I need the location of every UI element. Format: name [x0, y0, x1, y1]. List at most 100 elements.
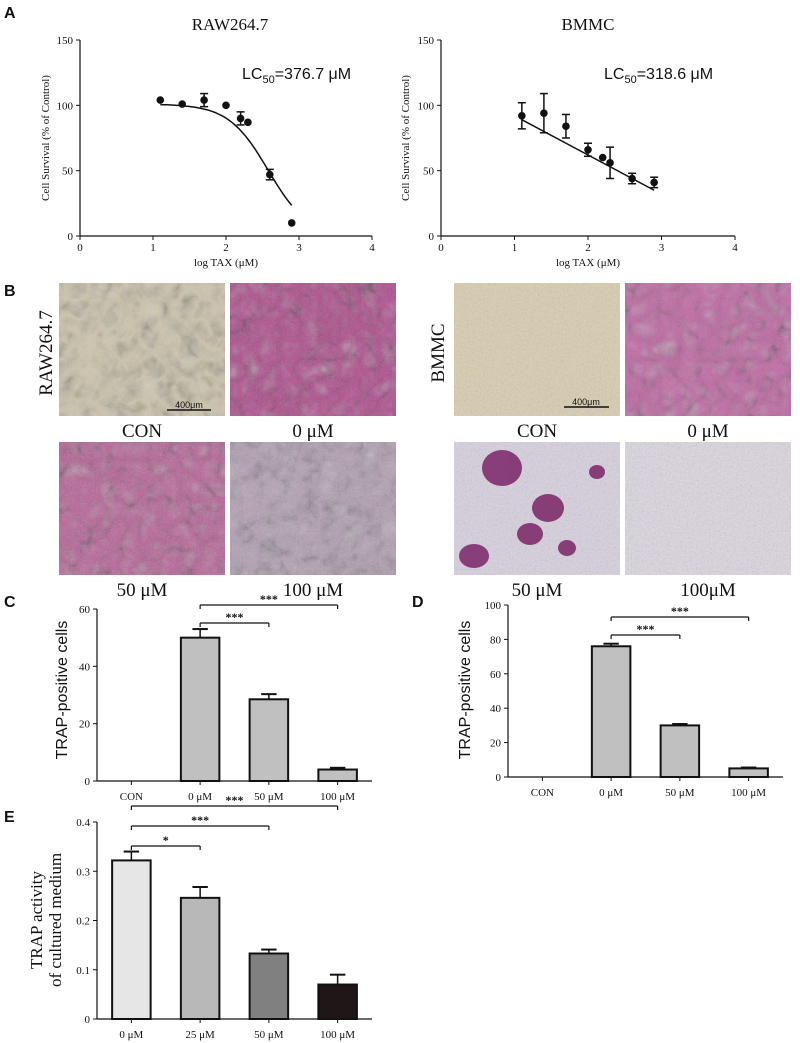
micrograph-left-con-grain — [59, 283, 225, 416]
chart-a-right-x-tick-label: 4 — [732, 242, 738, 254]
chart-a-right-marks — [517, 92, 659, 191]
chart-a-left-ticks: 0 1 2 3 4 0 50 100 150 — [57, 35, 376, 254]
chart-d-bar — [728, 767, 769, 779]
micrograph-left-50um-grain — [59, 442, 225, 575]
micrograph-left-caption-0um: 0 μM — [292, 421, 333, 442]
chart-a-left-y-tick-label: 0 — [68, 231, 74, 243]
panel-d-chart: TRAP-positive cells 0 20 40 60 80 100 CON 0 μM 5… — [457, 600, 783, 799]
panel-a-left-chart: RAW264.7 LC50=376.7 μM Cell Survival (% … — [40, 15, 375, 269]
chart-d-x-tick-label: 100 μM — [731, 787, 766, 799]
chart-d-x-tick-label: 0 μM — [599, 787, 623, 799]
chart-a-left-data-point — [200, 96, 208, 104]
chart-a-left-data-point — [236, 114, 245, 123]
micrograph-left-side-label: RAW264.7 — [36, 310, 57, 396]
chart-e-marks: 00.10.20.30.40 μM 25 μM 50 μM 100 μM******* — [76, 793, 358, 1041]
chart-a-right-data-point — [628, 174, 636, 183]
chart-c-y-tick-label: 60 — [79, 604, 91, 616]
chart-c-y-tick-label: 40 — [79, 661, 91, 673]
chart-a-left-data-point — [266, 170, 274, 179]
panel-letter-e: E — [4, 809, 15, 826]
panel-c-chart: TRAP-positive cells 0 20 40 60 CON 0 μM 50 μM 1… — [54, 592, 372, 803]
chart-a-right-data-point — [598, 153, 607, 162]
chart-d-ylabel: TRAP-positive cells — [457, 621, 474, 760]
micrograph-right-caption-con: CON — [517, 421, 557, 442]
chart-e-sig-label: *** — [191, 813, 209, 827]
chart-d-y-tick-label: 40 — [490, 703, 502, 715]
chart-d-sig-label: *** — [671, 604, 689, 618]
panel-e-chart: TRAP activity of cultured medium 0 0.1 0.2… — [27, 793, 372, 1041]
chart-c-marks: 0 20 40 60 CON 0 μM 50 μM 100 μM *** *** — [79, 592, 358, 803]
chart-a-right-data-point — [518, 111, 526, 120]
chart-c-y-tick-label: 20 — [79, 719, 91, 731]
micrograph-left-100um-grain — [230, 442, 396, 575]
chart-d-x-tick-label: CON — [531, 787, 554, 799]
chart-c-x-tick-label: 100 μM — [320, 791, 355, 803]
chart-a-left-xlabel: log TAX (μM) — [194, 257, 258, 269]
chart-e-y-tick-label: 0 — [85, 1014, 91, 1026]
panel-b-right: BMMC 400μm CON 0 μM 50 μM 100μM — [428, 283, 791, 601]
micrograph-left-0um-grain — [230, 283, 396, 416]
micrograph-left-scale-label: 400μm — [175, 400, 203, 410]
chart-e-ylabel-line-1: TRAP activity — [27, 870, 46, 969]
chart-a-left-fit-curve — [160, 103, 293, 206]
chart-e-bar — [179, 896, 221, 1020]
chart-a-left-annotation: LC50=376.7 μM — [242, 66, 351, 86]
chart-a-left-x-tick-label: 2 — [223, 242, 229, 254]
chart-a-left-ylabel: Cell Survival (% of Control) — [40, 75, 52, 201]
chart-a-right-x-tick-label: 1 — [512, 242, 518, 254]
chart-e-y-tick-label: 0.2 — [76, 916, 90, 928]
panel-a-right-chart: BMMC LC50=318.6 μM Cell Survival (% of C… — [400, 15, 738, 269]
chart-a-left-marks — [156, 92, 296, 227]
chart-e-y-tick-label: 0.3 — [76, 866, 90, 878]
chart-a-right-title: BMMC — [562, 15, 615, 34]
chart-a-right-x-tick-label: 2 — [585, 242, 591, 254]
chart-c-y-tick-label: 0 — [85, 776, 91, 788]
chart-e-x-tick-label: 50 μM — [254, 1029, 284, 1041]
chart-a-left-data-point — [287, 219, 296, 227]
chart-a-right-y-tick-label: 150 — [418, 35, 435, 47]
panel-b-left: RAW264.7 400μm CON 0 μM 50 μM 100 μM — [36, 283, 396, 601]
chart-c-bar — [179, 636, 221, 783]
chart-c-bar — [248, 698, 290, 782]
chart-a-left-x-tick-label: 4 — [369, 242, 375, 254]
chart-a-right-data-point — [540, 109, 548, 117]
chart-e-bar — [111, 859, 152, 1020]
chart-e-x-tick-label: 0 μM — [119, 1029, 143, 1041]
micrograph-right-caption-100um: 100μM — [680, 580, 736, 601]
chart-a-right-y-tick-label: 0 — [429, 231, 435, 243]
chart-a-left-data-point — [244, 118, 252, 127]
panel-letter-c: C — [4, 594, 16, 611]
chart-c-sig-label: *** — [226, 610, 244, 624]
chart-d-bar — [590, 645, 632, 779]
chart-d-y-tick-label: 60 — [490, 669, 502, 681]
chart-a-left-data-point — [178, 100, 186, 108]
chart-d-y-tick-label: 20 — [490, 738, 502, 750]
chart-a-right-y-tick-label: 50 — [423, 166, 435, 178]
chart-d-y-tick-label: 100 — [485, 600, 502, 612]
chart-d-y-tick-label: 80 — [490, 634, 502, 646]
chart-a-left-y-tick-label: 50 — [62, 166, 74, 178]
micrograph-right-100um-grain — [625, 442, 791, 575]
micrograph-right-scale-label: 400μm — [572, 397, 600, 407]
chart-e-sig-label: *** — [226, 793, 244, 807]
micrograph-right-con-grain — [454, 283, 620, 416]
chart-a-right-data-point — [584, 145, 592, 154]
micrograph-right-50um-cells — [459, 450, 605, 568]
chart-a-right-ticks: 0 1 2 3 4 0 50 100 150 — [418, 35, 739, 254]
chart-d-y-tick-label: 0 — [496, 772, 502, 784]
micrograph-right-caption-0um: 0 μM — [687, 421, 728, 442]
chart-c-sig-label: *** — [260, 592, 278, 606]
chart-e-x-tick-label: 100 μM — [320, 1029, 355, 1041]
chart-a-right-data-point — [606, 159, 614, 167]
micrograph-right-0um-grain — [625, 283, 791, 416]
micrograph-right-side-label: BMMC — [428, 323, 449, 382]
chart-e-bar — [248, 952, 290, 1020]
panel-letter-d: D — [412, 594, 424, 611]
chart-a-right-x-tick-label: 0 — [438, 242, 444, 254]
chart-c-x-tick-label: 0 μM — [188, 791, 212, 803]
micrograph-left-caption-50um: 50 μM — [117, 580, 168, 601]
chart-d-bar — [659, 724, 701, 779]
chart-e-sig-label: * — [163, 833, 169, 847]
micrograph-left-caption-con: CON — [122, 421, 162, 442]
chart-a-right-y-tick-label: 100 — [418, 100, 435, 112]
